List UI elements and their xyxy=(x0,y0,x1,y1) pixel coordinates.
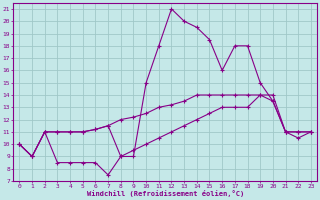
X-axis label: Windchill (Refroidissement éolien,°C): Windchill (Refroidissement éolien,°C) xyxy=(86,190,244,197)
